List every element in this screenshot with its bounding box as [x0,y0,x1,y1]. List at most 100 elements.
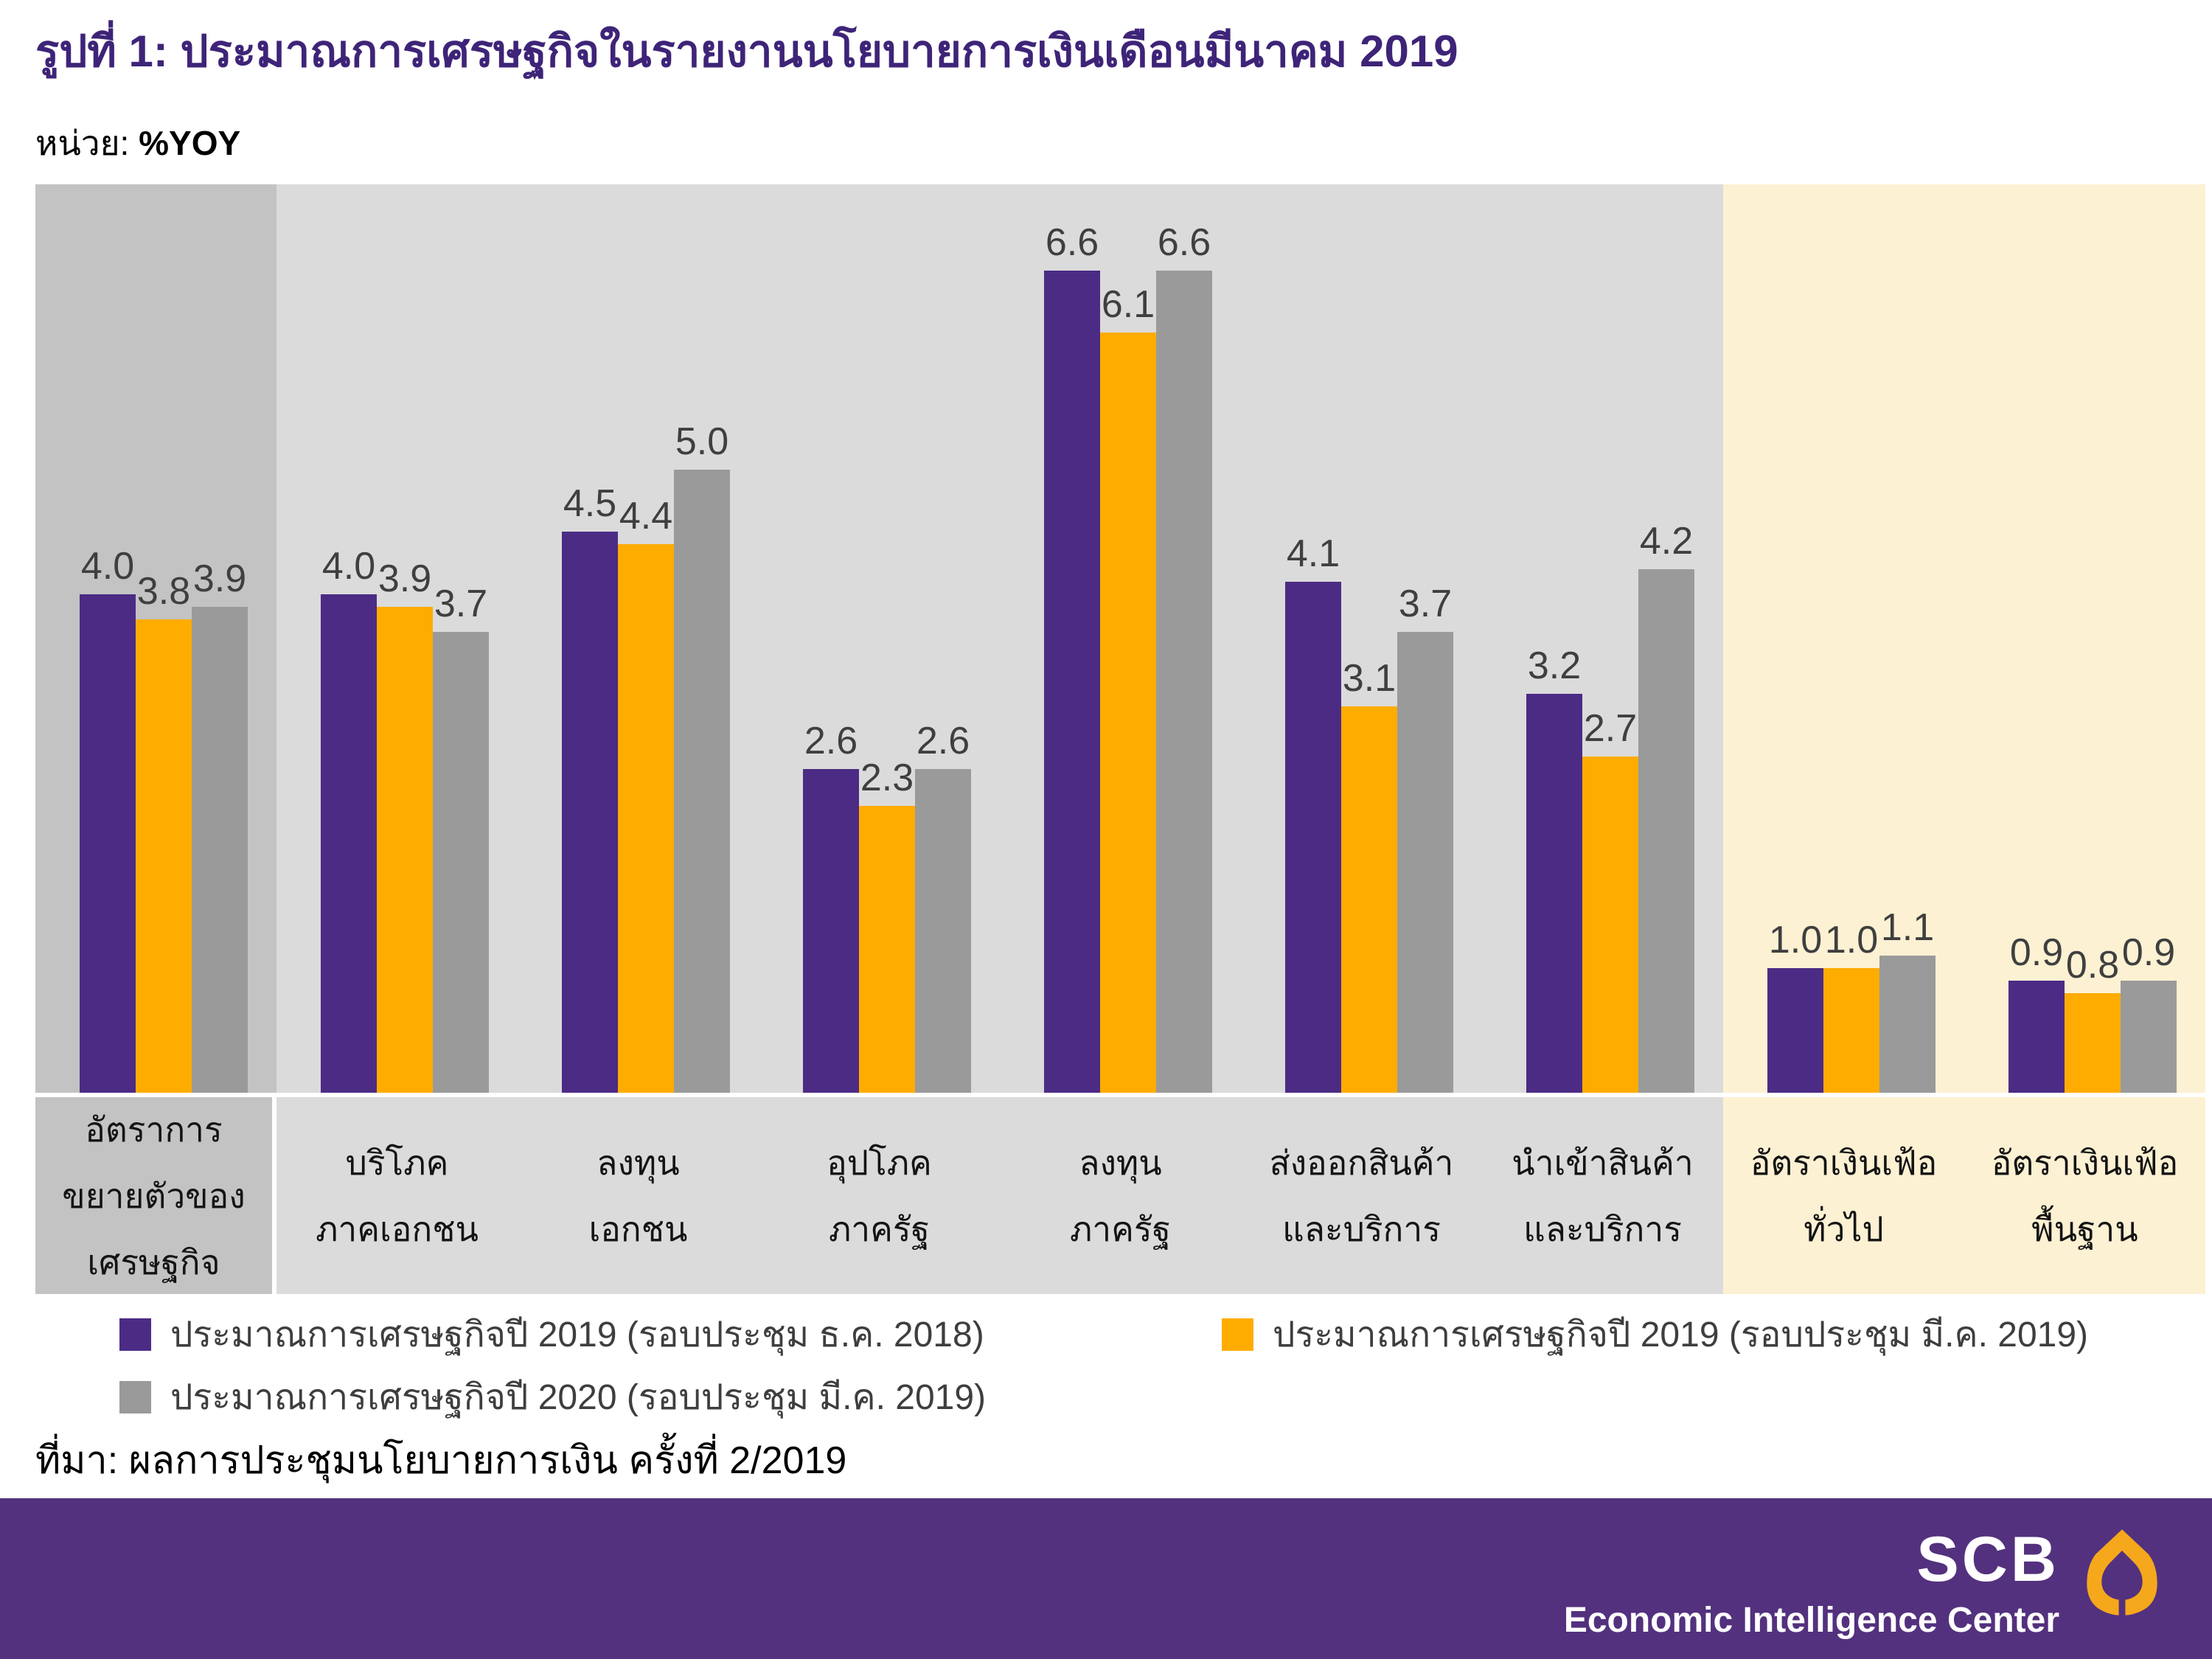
bar-value-s2-c4: 6.6 [1157,221,1211,264]
bar-s2-c6 [1638,569,1694,1093]
x-axis-baseline [35,1093,2205,1097]
category-label-8: อัตราเงินเฟ้อพื้นฐาน [1964,1097,2205,1294]
plot-panel-7 [1723,184,1964,1093]
bar-s0-c2 [562,532,618,1093]
bar-value-s0-c1: 4.0 [321,545,376,588]
bar-s1-c1 [377,607,433,1093]
bar-value-s1-c6: 2.7 [1583,707,1638,750]
bar-s1-c3 [859,806,915,1093]
bar-s0-c5 [1285,582,1341,1093]
bar-value-s0-c8: 0.9 [2009,931,2064,974]
bar-value-s0-c0: 4.0 [80,545,135,588]
bar-value-s1-c3: 2.3 [860,757,914,799]
bar-s1-c7 [1823,968,1879,1093]
bar-chart: อัตราการ ขยายตัวของ เศรษฐกิจ 4.0 3.8 3.9 บริโภ… [35,184,2205,1294]
legend-label: ประมาณการเศรษฐกิจปี 2020 (รอบประชุม มี.ค… [170,1378,987,1417]
bar-value-s2-c2: 5.0 [675,420,729,463]
legend-label: ประมาณการเศรษฐกิจปี 2019 (รอบประชุม มี.ค… [1273,1315,2089,1354]
bar-value-s2-c3: 2.6 [916,720,970,762]
bar-value-s1-c8: 0.8 [2065,944,2120,987]
category-label-line: และบริการ [1282,1209,1441,1248]
legend-swatch-orange [1222,1318,1253,1351]
footer-bar: SCB Economic Intelligence Center [0,1498,2212,1659]
legend-swatch-gray [119,1381,151,1413]
category-label-line: อัตราเงินเฟ้อ [1991,1143,2179,1182]
category-label-line: อุปโภค [827,1143,932,1182]
bar-value-s1-c5: 3.1 [1342,657,1397,700]
bar-s0-c4 [1044,271,1100,1093]
category-label-line: เศรษฐกิจ [87,1242,220,1281]
category-label-5: ส่งออกสินค้าและบริการ [1241,1097,1482,1294]
category-label-line: นำเข้าสินค้า [1512,1143,1694,1182]
bar-value-s2-c0: 3.9 [192,557,247,600]
bar-s1-c0 [136,619,192,1093]
category-label-line: ภาครัฐ [1069,1209,1171,1248]
scb-leaf-logo-icon [2087,1529,2157,1615]
bar-s2-c8 [2121,981,2177,1093]
legend-item-2019-mar: ประมาณการเศรษฐกิจปี 2019 (รอบประชุม มี.ค… [1222,1307,2088,1363]
bar-value-s0-c5: 4.1 [1286,532,1340,575]
category-label-line: ส่งออกสินค้า [1269,1143,1454,1182]
bar-s1-c5 [1341,706,1397,1093]
unit-value: %YOY [139,124,241,162]
scb-brand-name: SCB [1916,1524,2059,1595]
category-label-1: บริโภคภาคเอกชน [276,1097,518,1294]
unit-prefix: หน่วย: [35,124,139,162]
bar-value-s0-c2: 4.5 [563,482,617,525]
scb-brand-block: SCB Economic Intelligence Center [1564,1528,2059,1641]
figure-title: รูปที่ 1: ประมาณการเศรษฐกิจในรายงานนโยบา… [35,27,1458,76]
bar-s1-c4 [1100,333,1156,1093]
category-label-line: ลงทุน [597,1143,680,1182]
bar-value-s1-c7: 1.0 [1824,919,1879,961]
source-note: ที่มา: ผลการประชุมนโยบายการเงิน ครั้งที่… [35,1439,847,1482]
bar-s2-c0 [192,607,248,1093]
bar-s2-c1 [433,632,489,1093]
category-label-line: บริโภค [345,1143,449,1182]
category-label-line: อัตราเงินเฟ้อ [1750,1143,1938,1182]
legend-swatch-purple [119,1318,151,1351]
bar-s2-c5 [1397,632,1453,1093]
bar-s2-c4 [1156,271,1212,1093]
bar-value-s1-c1: 3.9 [378,557,432,600]
category-label-3: อุปโภคภาครัฐ [759,1097,1000,1294]
bar-value-s2-c5: 3.7 [1398,582,1453,625]
bar-value-s1-c2: 4.4 [619,495,673,538]
category-label-line: และบริการ [1523,1209,1682,1248]
bar-s1-c8 [2065,993,2121,1093]
bar-s0-c0 [80,594,136,1093]
category-label-line: ทั่วไป [1804,1209,1884,1248]
category-label-line: เอกชน [588,1209,688,1248]
category-label-line: ขยายตัวของ [62,1176,246,1215]
category-label-line: ภาคเอกชน [316,1209,479,1248]
bar-s2-c3 [915,769,971,1093]
category-label-line: พื้นฐาน [2031,1209,2138,1248]
legend-item-2020-mar: ประมาณการเศรษฐกิจปี 2020 (รอบประชุม มี.ค… [119,1369,986,1425]
category-label-0: อัตราการขยายตัวของเศรษฐกิจ [35,1097,276,1294]
bar-s0-c3 [803,769,859,1093]
bar-value-s2-c8: 0.9 [2121,931,2176,974]
legend-item-2019-dec: ประมาณการเศรษฐกิจปี 2019 (รอบประชุม ธ.ค.… [119,1307,984,1363]
bar-value-s1-c4: 6.1 [1101,283,1155,326]
plot-panel-8 [1964,184,2205,1093]
bar-s0-c6 [1526,694,1582,1093]
bar-s1-c2 [618,544,674,1093]
bar-value-s0-c3: 2.6 [804,720,858,762]
bar-value-s2-c1: 3.7 [434,582,488,625]
category-label-line: ภาครัฐ [828,1209,930,1248]
bar-value-s0-c6: 3.2 [1527,644,1582,687]
scb-brand-subtitle: Economic Intelligence Center [1563,1601,2059,1640]
bar-value-s1-c0: 3.8 [136,570,191,613]
category-label-7: อัตราเงินเฟ้อทั่วไป [1723,1097,1964,1294]
legend-label: ประมาณการเศรษฐกิจปี 2019 (รอบประชุม ธ.ค.… [170,1315,984,1354]
bar-s2-c7 [1879,956,1935,1093]
bar-value-s2-c7: 1.1 [1880,906,1935,949]
category-label-line: อัตราการ [85,1110,223,1149]
bar-s1-c6 [1582,757,1638,1093]
bar-s0-c1 [321,594,377,1093]
category-label-4: ลงทุน ภาครัฐ [1000,1097,1241,1294]
unit-label: หน่วย: %YOY [35,116,240,170]
bar-value-s0-c4: 6.6 [1045,221,1099,264]
category-label-2: ลงทุนเอกชน [518,1097,759,1294]
bar-value-s0-c7: 1.0 [1768,919,1823,961]
